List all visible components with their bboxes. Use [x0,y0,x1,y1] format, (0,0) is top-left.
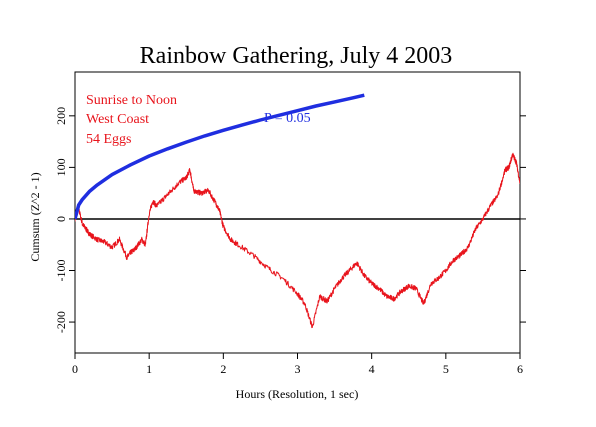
y-tick-label: 0 [54,216,68,222]
annotation-eggs: 54 Eggs [86,132,132,147]
annotation-time: Sunrise to Noon [86,93,177,108]
series-line-cumulative-deviation [75,152,520,329]
x-tick-label: 1 [146,362,152,376]
annotation-region: West Coast [86,112,149,127]
x-axis-label: Hours (Resolution, 1 sec) [236,387,359,401]
y-tick-label: -200 [54,311,68,333]
y-tick-label: -100 [54,260,68,282]
axes-layer: 0 1 2 3 4 5 6 -200 -100 0 100 200 [54,107,526,376]
chart-title: Rainbow Gathering, July 4 2003 [140,43,453,69]
series-layer [75,93,520,329]
y-axis-label: Cumsum (Z^2 - 1) [28,172,42,261]
x-tick-label: 4 [369,362,375,376]
series-line-p-0-05 [75,93,365,220]
x-tick-label: 5 [443,362,449,376]
y-tick-label: 100 [54,158,68,176]
x-tick-label: 0 [72,362,78,376]
x-tick-label: 3 [295,362,301,376]
y-tick-label: 200 [54,107,68,125]
x-tick-label: 2 [220,362,226,376]
p-value-label: P = 0.05 [264,111,311,126]
x-tick-label: 6 [517,362,523,376]
